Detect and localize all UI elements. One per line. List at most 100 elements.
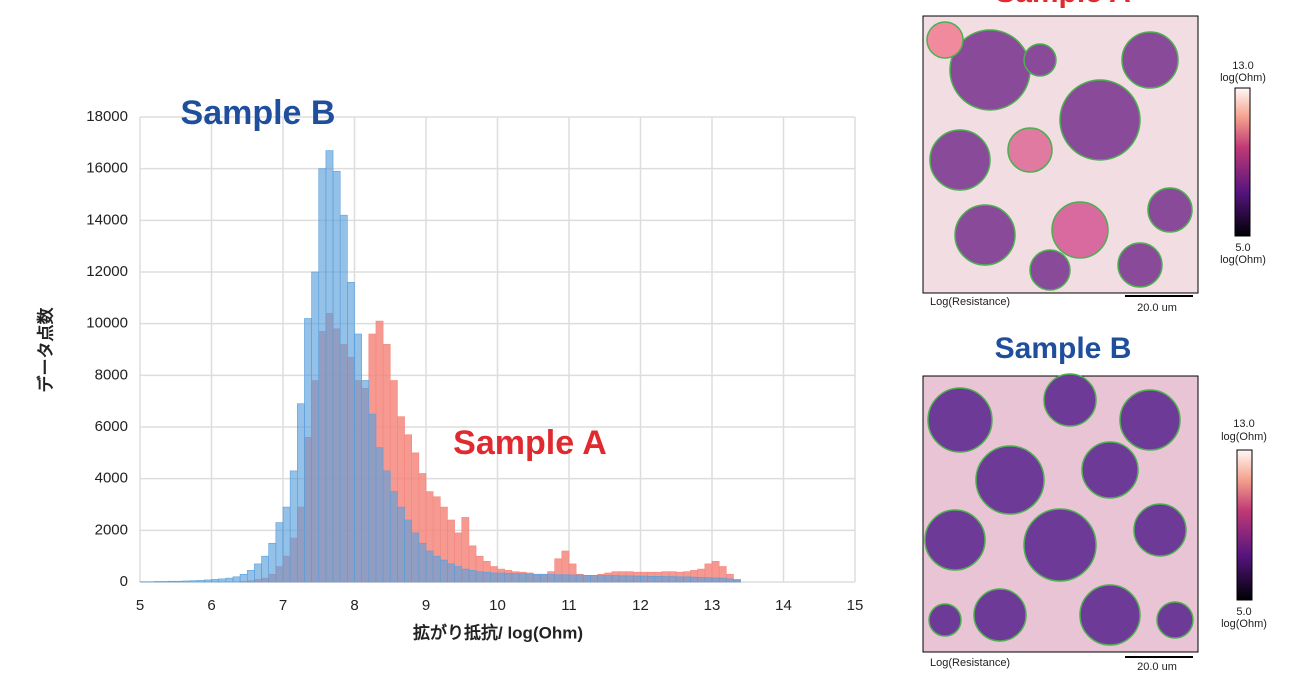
histogram-bar [332, 170, 341, 583]
x-tick-label: 14 [775, 597, 792, 614]
y-tick-label: 0 [120, 573, 128, 590]
histogram-bar [211, 579, 219, 583]
colorbar-max: 13.0 [1233, 418, 1254, 430]
histogram-bar [232, 576, 241, 583]
histogram-bar [497, 572, 505, 583]
y-tick-label: 2000 [95, 521, 128, 538]
histogram-bar [468, 570, 477, 583]
x-tick-label: 10 [489, 597, 506, 614]
histogram-bar [318, 168, 327, 583]
histogram-bar [547, 574, 555, 583]
x-tick-label: 8 [350, 597, 358, 614]
histogram-bar [182, 580, 191, 583]
y-tick-label: 6000 [95, 418, 128, 435]
histogram-bar [254, 563, 262, 583]
histogram-bar [354, 333, 362, 583]
histogram-bar [654, 576, 663, 583]
histogram-bar [511, 573, 520, 583]
histogram-bar [225, 577, 234, 583]
y-tick-label: 12000 [86, 263, 128, 280]
histogram-bar [633, 575, 641, 583]
x-tick-label: 5 [136, 597, 144, 614]
histogram-bar [604, 575, 613, 583]
histogram-bar [289, 470, 298, 583]
colorbar [1236, 449, 1253, 601]
x-tick-label: 9 [422, 597, 430, 614]
histogram-bar [461, 568, 470, 583]
x-tick-label: 12 [632, 597, 649, 614]
histogram-bar [304, 318, 312, 583]
histogram-bar [168, 580, 177, 583]
histogram-bar [532, 573, 541, 583]
histogram-bar [482, 571, 491, 583]
histogram-bar [561, 574, 570, 583]
histogram-bar [246, 570, 255, 583]
histogram-bar [375, 447, 384, 583]
y-tick-label: 14000 [86, 211, 128, 228]
histogram-bar [261, 555, 269, 583]
histogram-bar [382, 470, 391, 583]
image-caption: Log(Resistance) [930, 657, 1010, 669]
x-tick-label: 13 [704, 597, 721, 614]
histogram-bar [404, 519, 412, 583]
y-tick-label: 10000 [86, 315, 128, 332]
histogram-bar [733, 579, 741, 583]
histogram-bar [347, 282, 355, 583]
histogram-bar [447, 563, 455, 583]
histogram-bar [432, 555, 441, 583]
afm-image [922, 373, 1199, 653]
histogram-bar [425, 550, 434, 583]
histogram-bar [711, 577, 720, 583]
scale-bar-label: 20.0 um [1137, 661, 1177, 673]
colorbar-unit: log(Ohm) [1220, 72, 1266, 84]
colorbar-unit: log(Ohm) [1220, 254, 1266, 266]
histogram-bar [175, 580, 184, 583]
histogram-bar [490, 572, 498, 583]
histogram-bar [697, 577, 706, 583]
histogram-bar [397, 506, 405, 583]
y-tick-label: 18000 [86, 108, 128, 125]
scale-bar-label: 20.0 um [1137, 302, 1177, 314]
y-tick-label: 8000 [95, 366, 128, 383]
x-tick-label: 15 [847, 597, 864, 614]
histogram-bar [582, 574, 591, 583]
histogram-bar [675, 576, 684, 583]
histogram-bar [525, 573, 534, 583]
colorbar-min: 5.0 [1236, 606, 1251, 618]
annotation-sample-a: Sample A [453, 424, 607, 462]
image-caption: Log(Resistance) [930, 296, 1010, 308]
x-tick-label: 6 [207, 597, 215, 614]
x-axis-label: 拡がり抵抗/ log(Ohm) [413, 622, 583, 642]
histogram-bar [389, 491, 398, 583]
histogram-bar [704, 577, 713, 583]
histogram-bar [339, 214, 348, 583]
histogram-bar [504, 572, 513, 583]
x-tick-label: 11 [561, 597, 577, 614]
histogram-bar [725, 578, 734, 583]
histogram-bar [575, 574, 584, 583]
histogram-bar [204, 579, 212, 583]
colorbar [1234, 87, 1251, 237]
histogram-bar [661, 576, 670, 583]
histogram-bar [311, 271, 320, 583]
histogram-bar [683, 576, 691, 583]
histogram-bar [418, 542, 427, 583]
histogram-bar [268, 542, 277, 583]
y-tick-label: 16000 [86, 160, 128, 177]
histogram-bar [282, 506, 291, 583]
histogram-bar [454, 566, 463, 583]
histogram-bar [196, 580, 205, 583]
histogram-bar [590, 574, 598, 583]
histogram-bar [411, 532, 420, 583]
histogram-bar [154, 581, 162, 583]
histogram-bar [690, 576, 698, 583]
y-axis-label: データ点数 [35, 307, 55, 393]
histogram-chart: 0 2000 4000 6000 8000 10000 12000 14000 16000 180… [86, 108, 863, 614]
histogram-bar [189, 580, 198, 583]
colorbar-min: 5.0 [1235, 242, 1250, 254]
histogram-bar [218, 578, 227, 583]
histogram-bar [618, 575, 627, 583]
histogram-bar [647, 576, 656, 583]
annotation-sample-b: Sample B [181, 94, 336, 132]
histogram-bar [239, 573, 248, 583]
